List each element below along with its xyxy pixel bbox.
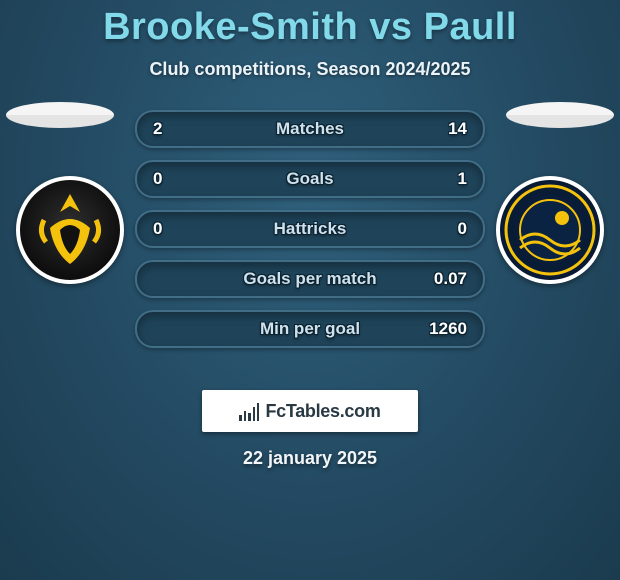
stat-value-right: 1 — [458, 169, 467, 189]
page-title: Brooke-Smith vs Paull — [0, 0, 620, 49]
comparison-layout: 2 Matches 14 0 Goals 1 0 Hattricks 0 Goa… — [0, 108, 620, 368]
central-coast-mariners-icon — [500, 180, 600, 280]
country-flag-right — [506, 102, 614, 128]
stat-label: Hattricks — [274, 219, 347, 239]
stat-label: Matches — [276, 119, 344, 139]
club-crest-right — [496, 176, 604, 284]
stat-value-right: 0 — [458, 219, 467, 239]
club-crest-left — [16, 176, 124, 284]
brand-badge: FcTables.com — [202, 390, 418, 432]
stat-value-right: 1260 — [429, 319, 467, 339]
stat-label: Goals — [286, 169, 333, 189]
stat-row: Goals per match 0.07 — [135, 260, 485, 298]
bar-chart-icon — [239, 401, 259, 421]
snapshot-date: 22 january 2025 — [0, 448, 620, 469]
stat-value-left: 0 — [153, 169, 162, 189]
subtitle: Club competitions, Season 2024/2025 — [0, 59, 620, 80]
stat-value-left: 2 — [153, 119, 162, 139]
stat-value-right: 0.07 — [434, 269, 467, 289]
country-flag-left — [6, 102, 114, 128]
stat-row: 2 Matches 14 — [135, 110, 485, 148]
stat-label: Min per goal — [260, 319, 360, 339]
stat-row: Min per goal 1260 — [135, 310, 485, 348]
stat-rows: 2 Matches 14 0 Goals 1 0 Hattricks 0 Goa… — [135, 98, 485, 360]
stat-row: 0 Hattricks 0 — [135, 210, 485, 248]
stat-label: Goals per match — [243, 269, 376, 289]
wellington-phoenix-icon — [20, 180, 120, 280]
stat-value-left: 0 — [153, 219, 162, 239]
stat-value-right: 14 — [448, 119, 467, 139]
brand-text: FcTables.com — [265, 401, 380, 422]
stat-row: 0 Goals 1 — [135, 160, 485, 198]
